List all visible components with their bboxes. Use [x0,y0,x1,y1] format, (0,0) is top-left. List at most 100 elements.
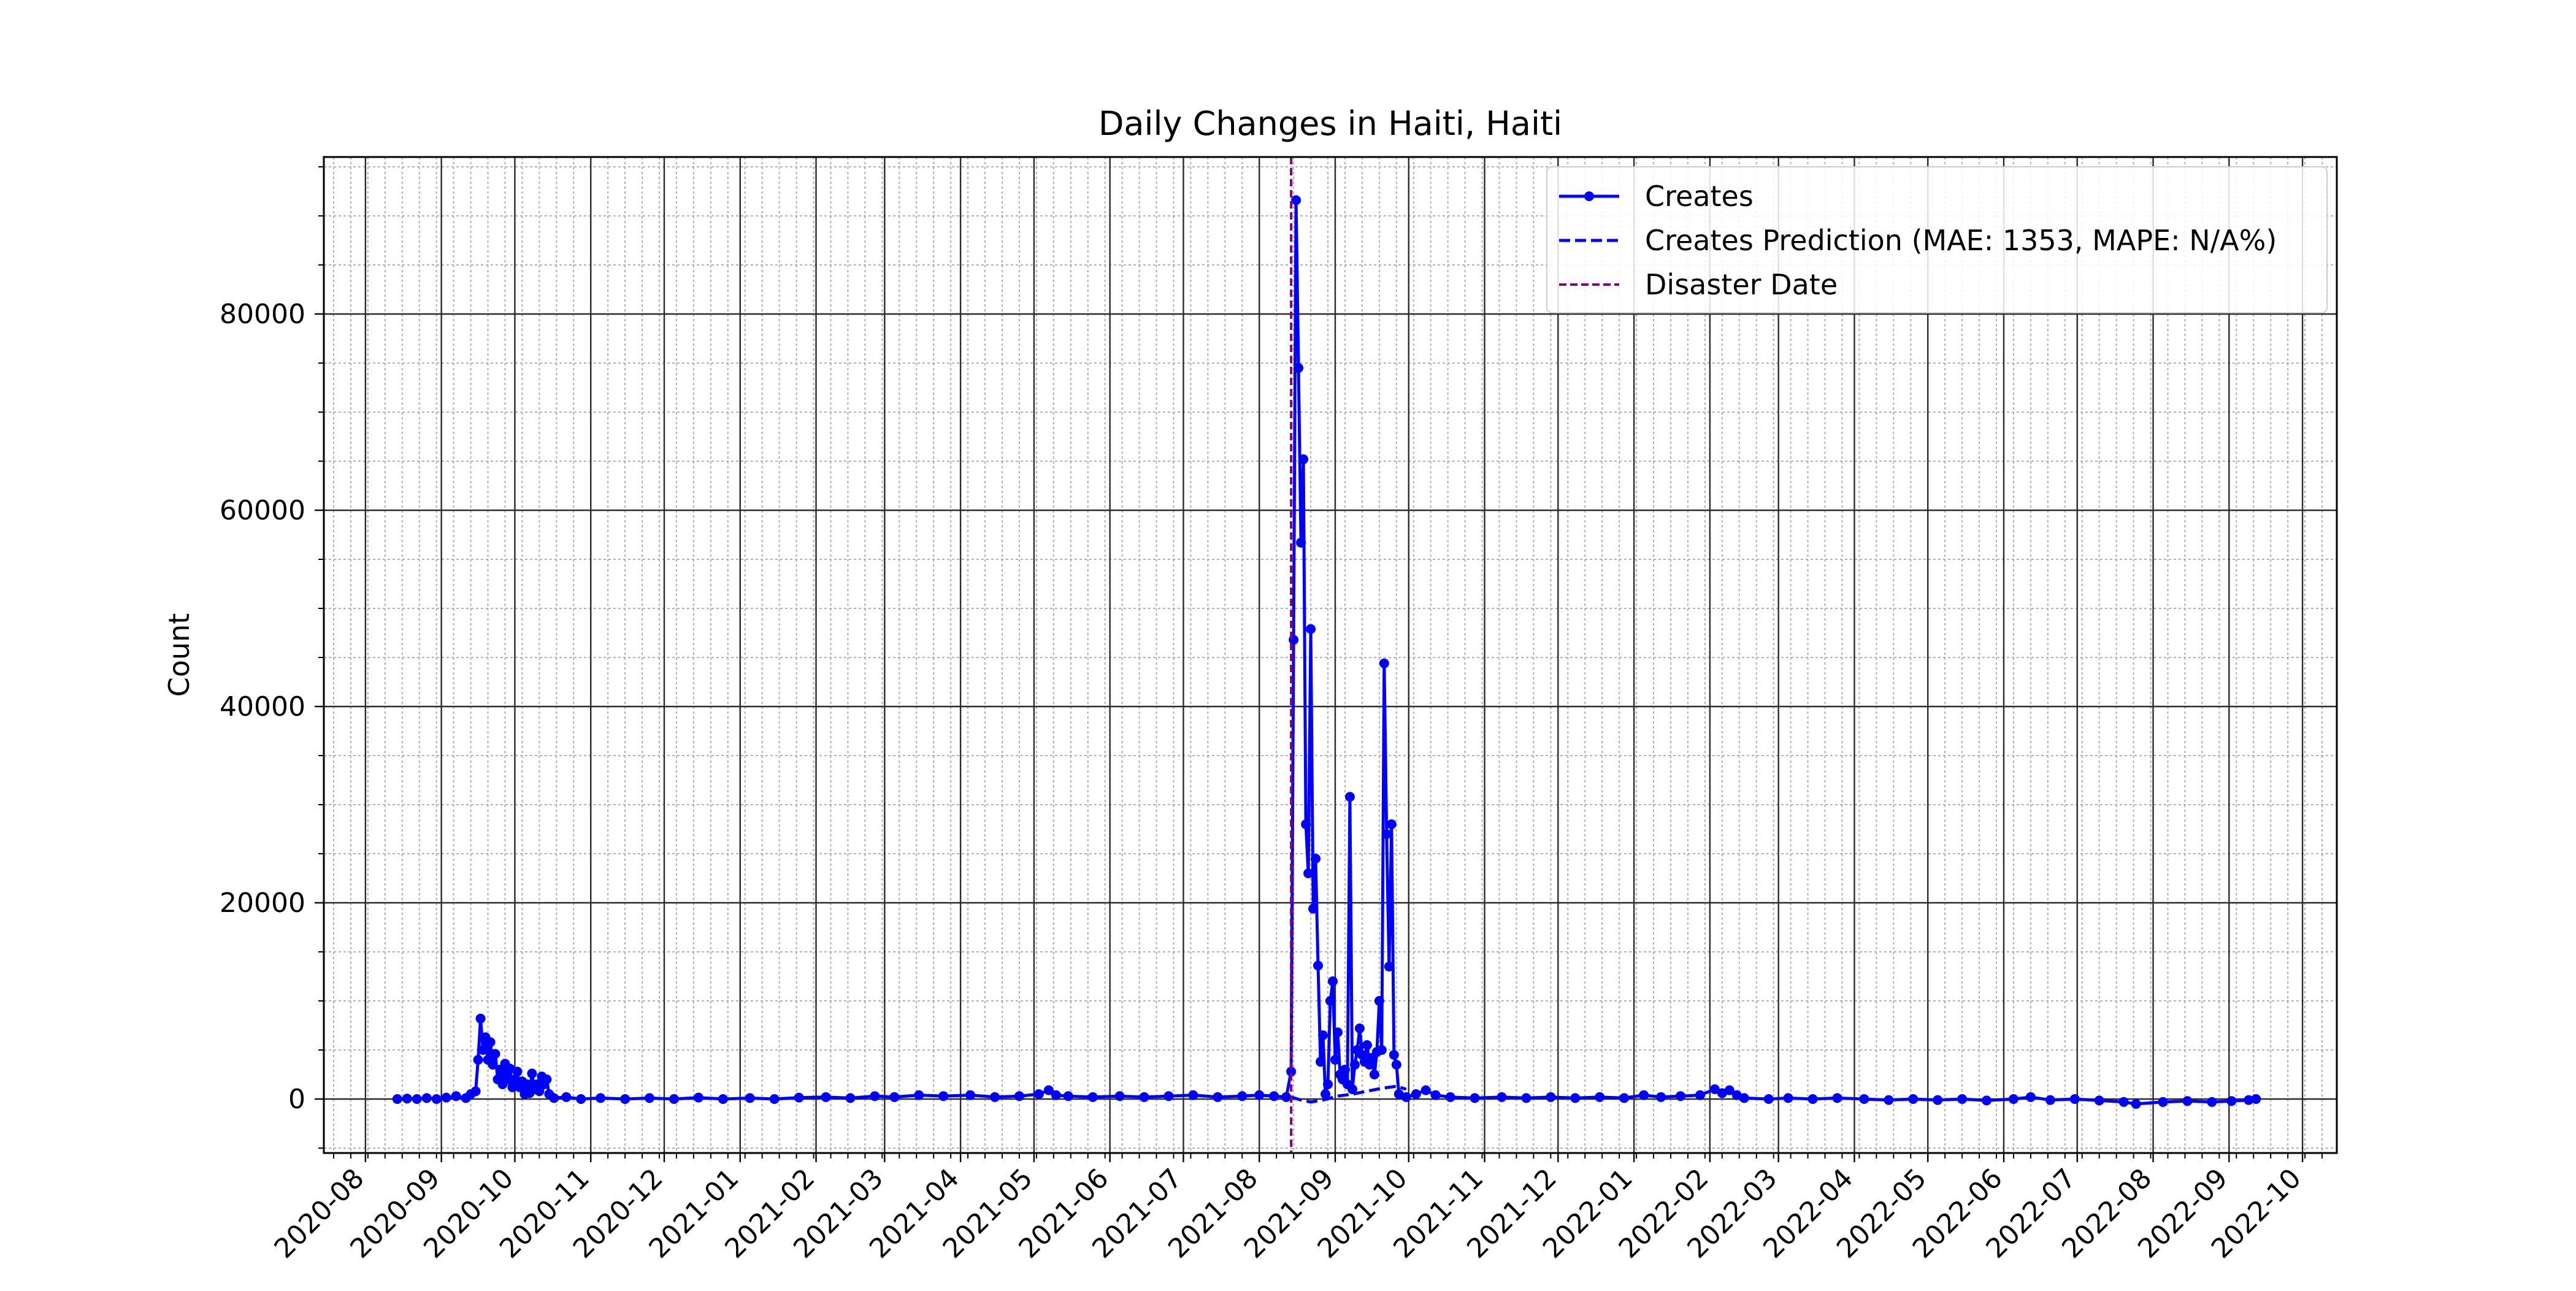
data-point [1379,658,1389,668]
data-point [1807,1094,1818,1104]
data-point [1401,1092,1411,1102]
data-point [478,1045,488,1055]
data-point [718,1094,728,1104]
data-point [1717,1088,1727,1098]
data-point [534,1086,545,1097]
data-point [1087,1092,1098,1102]
data-point [1316,1057,1326,1067]
data-point [794,1092,804,1103]
data-point [542,1075,552,1084]
data-point [1411,1089,1421,1099]
y-tick-label: 40000 [220,691,305,722]
data-point [1381,829,1392,839]
data-point [1957,1094,1968,1104]
series-layer [392,157,2261,1153]
data-point [845,1093,856,1103]
data-point [1420,1085,1431,1095]
data-point [1294,363,1304,373]
legend-box [1546,166,2328,313]
y-tick-label: 0 [288,1084,305,1115]
data-point [889,1092,900,1102]
y-axis-label: Count [163,613,196,697]
data-point [1139,1092,1149,1102]
data-point [1709,1084,1720,1094]
data-point [1306,624,1316,634]
data-point [1349,1060,1360,1070]
data-point [475,1013,486,1024]
data-point [1639,1090,1649,1100]
data-point [1783,1093,1793,1103]
data-point [1731,1090,1742,1100]
data-point [2045,1095,2055,1105]
data-point [1497,1092,1507,1102]
data-point [1389,1050,1399,1060]
data-point [1386,819,1397,829]
data-point [596,1093,606,1103]
data-point [1908,1094,1919,1104]
data-point [1724,1085,1735,1095]
data-point [1695,1090,1705,1100]
legend-item: Disaster Date [1559,268,1838,301]
data-point [1595,1092,1605,1102]
minor-grid [324,157,2337,1153]
data-point [1344,792,1355,802]
legend-item: Creates Prediction (MAE: 1353, MAPE: N/A… [1559,224,2277,257]
data-point [1374,996,1384,1006]
data-point [502,1075,513,1084]
y-tick-label: 60000 [220,495,305,526]
data-point [2251,1094,2261,1104]
data-point [1313,960,1324,971]
data-point [1445,1092,1455,1102]
y-tick-label: 80000 [220,299,305,330]
data-point [1323,1079,1333,1089]
data-point [693,1092,703,1103]
data-point [1832,1093,1842,1103]
data-point [421,1093,432,1103]
data-point [1619,1093,1630,1103]
data-point [412,1094,422,1104]
data-point [1213,1092,1223,1102]
data-point [1014,1091,1024,1101]
series-line-creates-prediction [1290,1084,1407,1104]
data-point [1301,819,1311,829]
chart-title: Daily Changes in Haiti, Haiti [1098,104,1562,143]
data-point [1325,996,1335,1006]
data-point [1763,1094,1774,1104]
data-point [1303,868,1314,878]
data-point [2118,1097,2129,1107]
data-point [2094,1095,2104,1106]
data-point [1570,1093,1581,1103]
legend: Creates Creates Prediction (MAE: 1353, MA… [1546,166,2328,313]
y-tick-label: 20000 [220,887,305,919]
data-point [745,1093,755,1103]
data-point [1296,537,1306,548]
data-point [490,1049,500,1059]
data-point [512,1067,523,1077]
data-point [1884,1095,1894,1105]
data-point [1384,962,1394,971]
data-point [1393,1089,1404,1099]
data-point [1237,1091,1248,1101]
data-point [505,1063,515,1074]
plot-frame [323,156,2338,1154]
data-point [1859,1094,1869,1104]
data-point [561,1092,572,1102]
data-point [1163,1091,1174,1101]
data-point [1656,1092,1666,1102]
data-point [2226,1096,2237,1106]
data-point [488,1060,498,1070]
data-point [470,1086,481,1097]
data-point [507,1082,518,1092]
data-point [2207,1097,2217,1107]
data-point [1051,1090,1061,1100]
data-point [1739,1093,1749,1103]
data-point [669,1094,679,1104]
data-point [402,1094,412,1104]
data-point [1391,1060,1401,1070]
data-point [1311,854,1321,864]
data-point [1269,1091,1279,1101]
data-point [965,1090,976,1100]
data-point [473,1055,483,1065]
legend-item: Creates [1559,180,1754,213]
